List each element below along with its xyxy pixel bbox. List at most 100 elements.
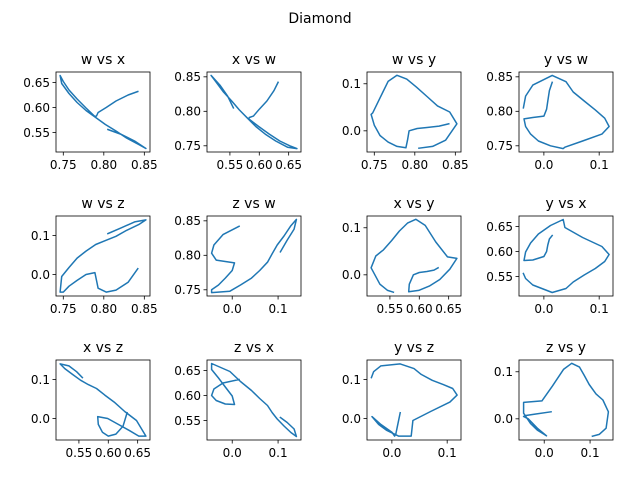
y-tick-label: 0.75 bbox=[174, 139, 201, 153]
series-line bbox=[370, 363, 458, 437]
subplot-1: w vs x 0.75 0.80 0.85 0.55 0.60 0.65 bbox=[23, 52, 157, 172]
subplot-8: y vs x 0.0 0.1 0.55 0.60 0.65 bbox=[486, 196, 614, 316]
y-tick-label: 0.55 bbox=[23, 126, 50, 140]
x-tick-label: 0.80 bbox=[90, 302, 117, 316]
y-tick-label: 0.65 bbox=[486, 220, 513, 234]
series-line bbox=[210, 218, 298, 294]
y-tick-label: 0.85 bbox=[486, 70, 513, 84]
axes-frame bbox=[206, 71, 302, 153]
x-tick-label: 0.65 bbox=[124, 446, 151, 460]
subplot-title: w vs y bbox=[392, 52, 436, 68]
axes-frame bbox=[206, 215, 302, 297]
subplot-title: x vs z bbox=[83, 340, 123, 356]
series-line bbox=[370, 74, 458, 150]
series-line bbox=[59, 219, 147, 293]
subplot-title: w vs x bbox=[81, 52, 125, 68]
subplot-6: z vs w 0.0 0.1 0.75 0.80 0.85 bbox=[174, 196, 302, 316]
x-tick-label: 0.0 bbox=[534, 158, 553, 172]
y-tick-label: 0.65 bbox=[174, 364, 201, 378]
y-tick-label: 0.80 bbox=[486, 105, 513, 119]
x-tick-label: 0.0 bbox=[535, 446, 554, 460]
y-tick-label: 0.0 bbox=[342, 412, 361, 426]
x-tick-label: 0.1 bbox=[581, 446, 600, 460]
x-tick-label: 0.0 bbox=[534, 302, 553, 316]
subplot-title: z vs w bbox=[232, 196, 275, 212]
subplot-title: y vs w bbox=[544, 52, 588, 68]
series-line bbox=[59, 363, 147, 437]
subplot-11: y vs z 0.0 0.1 0.0 0.1 bbox=[342, 340, 462, 460]
axes-frame bbox=[55, 359, 151, 441]
y-tick-label: 0.1 bbox=[342, 77, 361, 91]
y-tick-label: 0.60 bbox=[174, 389, 201, 403]
x-tick-label: 0.1 bbox=[269, 446, 288, 460]
axes-frame bbox=[518, 215, 614, 297]
y-tick-label: 0.55 bbox=[174, 414, 201, 428]
series-line bbox=[210, 362, 298, 438]
x-tick-label: 0.85 bbox=[442, 158, 469, 172]
x-tick-label: 0.60 bbox=[406, 302, 433, 316]
series-line bbox=[522, 362, 610, 438]
x-tick-label: 0.0 bbox=[223, 446, 242, 460]
x-tick-label: 0.1 bbox=[590, 158, 609, 172]
subplot-title: x vs y bbox=[393, 196, 434, 212]
y-tick-label: 0.1 bbox=[31, 229, 50, 243]
y-tick-label: 0.1 bbox=[342, 221, 361, 235]
axes-frame bbox=[366, 71, 462, 153]
x-tick-label: 0.85 bbox=[131, 158, 158, 172]
y-tick-label: 0.0 bbox=[31, 412, 50, 426]
subplot-title: z vs x bbox=[234, 340, 274, 356]
x-tick-label: 0.80 bbox=[401, 158, 428, 172]
x-tick-label: 0.0 bbox=[382, 446, 401, 460]
axes-frame bbox=[366, 359, 462, 441]
axes-frame bbox=[518, 71, 614, 153]
y-tick-label: 0.1 bbox=[342, 373, 361, 387]
subplot-7: x vs y 0.55 0.60 0.65 0.0 0.1 bbox=[342, 196, 462, 316]
y-tick-label: 0.75 bbox=[174, 283, 201, 297]
x-tick-label: 0.60 bbox=[95, 446, 122, 460]
subplot-title: w vs z bbox=[81, 196, 124, 212]
y-tick-label: 0.65 bbox=[23, 76, 50, 90]
figure-title: Diamond bbox=[288, 11, 351, 27]
y-tick-label: 0.85 bbox=[174, 70, 201, 84]
y-tick-label: 0.80 bbox=[174, 105, 201, 119]
x-tick-label: 0.1 bbox=[269, 302, 288, 316]
x-tick-label: 0.75 bbox=[50, 158, 77, 172]
y-tick-label: 0.60 bbox=[486, 245, 513, 259]
x-tick-label: 0.65 bbox=[275, 158, 302, 172]
x-tick-label: 0.80 bbox=[90, 158, 117, 172]
x-tick-label: 0.60 bbox=[246, 158, 273, 172]
subplot-3: w vs y 0.75 0.80 0.85 0.0 0.1 bbox=[342, 52, 469, 172]
subplot-title: y vs x bbox=[545, 196, 586, 212]
x-tick-label: 0.55 bbox=[66, 446, 93, 460]
subplot-5: w vs z 0.75 0.80 0.85 0.0 0.1 bbox=[31, 196, 158, 316]
y-tick-label: 0.0 bbox=[342, 268, 361, 282]
x-tick-label: 0.65 bbox=[435, 302, 462, 316]
x-tick-label: 0.75 bbox=[361, 158, 388, 172]
y-tick-label: 0.55 bbox=[486, 270, 513, 284]
y-tick-label: 0.85 bbox=[174, 214, 201, 228]
subplot-title: z vs y bbox=[546, 340, 586, 356]
y-tick-label: 0.1 bbox=[494, 365, 513, 379]
series-line bbox=[210, 74, 298, 150]
x-tick-label: 0.55 bbox=[377, 302, 404, 316]
axes-frame bbox=[206, 359, 302, 441]
subplot-10: z vs x 0.0 0.1 0.55 0.60 0.65 bbox=[174, 340, 302, 460]
x-tick-label: 0.75 bbox=[50, 302, 77, 316]
subplot-title: y vs z bbox=[394, 340, 434, 356]
x-tick-label: 0.1 bbox=[438, 446, 457, 460]
series-line bbox=[522, 218, 610, 294]
subplot-4: y vs w 0.0 0.1 0.75 0.80 0.85 bbox=[486, 52, 614, 172]
axes-frame bbox=[366, 215, 462, 297]
y-tick-label: 0.0 bbox=[31, 268, 50, 282]
subplot-12: z vs y 0.0 0.1 0.0 0.1 bbox=[494, 340, 614, 460]
subplot-title: x vs w bbox=[232, 52, 276, 68]
x-tick-label: 0.85 bbox=[131, 302, 158, 316]
y-tick-label: 0.1 bbox=[31, 373, 50, 387]
axes-frame bbox=[518, 359, 614, 441]
subplot-grid: w vs x0.75 0.80 0.850.550.600.65x vs w0.55… bbox=[23, 52, 614, 460]
subplot-9: x vs z 0.55 0.60 0.65 0.0 0.1 bbox=[31, 340, 151, 460]
axes-frame bbox=[55, 215, 151, 297]
x-tick-label: 0.1 bbox=[590, 302, 609, 316]
y-tick-label: 0.0 bbox=[494, 412, 513, 426]
